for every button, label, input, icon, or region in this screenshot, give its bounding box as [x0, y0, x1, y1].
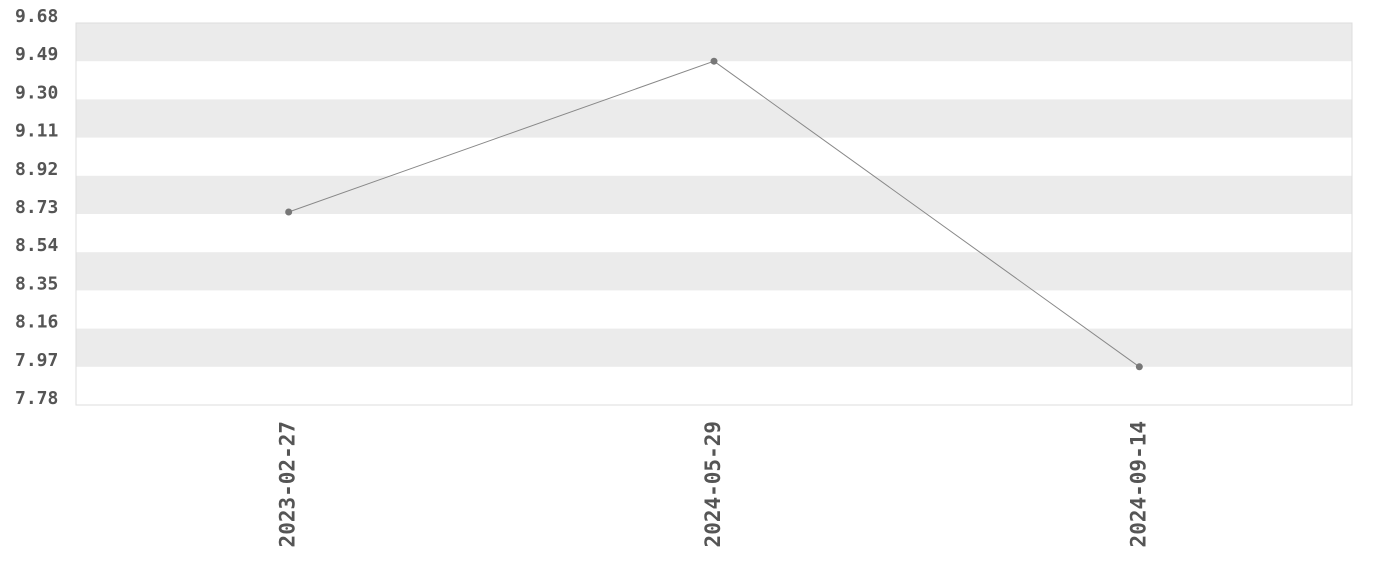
y-tick-label: 9.49	[15, 44, 58, 65]
grid-band	[76, 328, 1352, 367]
grid-band	[76, 99, 1352, 138]
y-tick-label: 8.92	[15, 159, 58, 180]
point	[285, 208, 293, 216]
y-tick-label: 9.68	[15, 6, 58, 27]
y-tick-label: 8.73	[15, 197, 58, 218]
y-tick-label: 9.30	[15, 82, 58, 103]
plot-frame	[75, 22, 1353, 406]
point	[710, 57, 718, 65]
grid-band	[76, 23, 1352, 62]
y-tick-label: 7.97	[15, 350, 58, 371]
x-tick-label: 2024-05-29	[701, 421, 725, 547]
y-tick-label: 8.54	[15, 235, 59, 256]
y-tick-label: 7.78	[15, 388, 58, 409]
grid-band	[76, 175, 1352, 214]
grid-bands	[76, 23, 1352, 367]
point	[1135, 363, 1143, 371]
y-tick-label: 8.16	[15, 312, 58, 333]
x-tick-label: 2023-02-27	[276, 421, 300, 547]
grid-band	[76, 252, 1352, 291]
y-tick-label: 9.11	[15, 121, 58, 142]
x-tick-label: 2024-09-14	[1126, 421, 1150, 547]
y-tick-label: 8.35	[15, 273, 58, 294]
